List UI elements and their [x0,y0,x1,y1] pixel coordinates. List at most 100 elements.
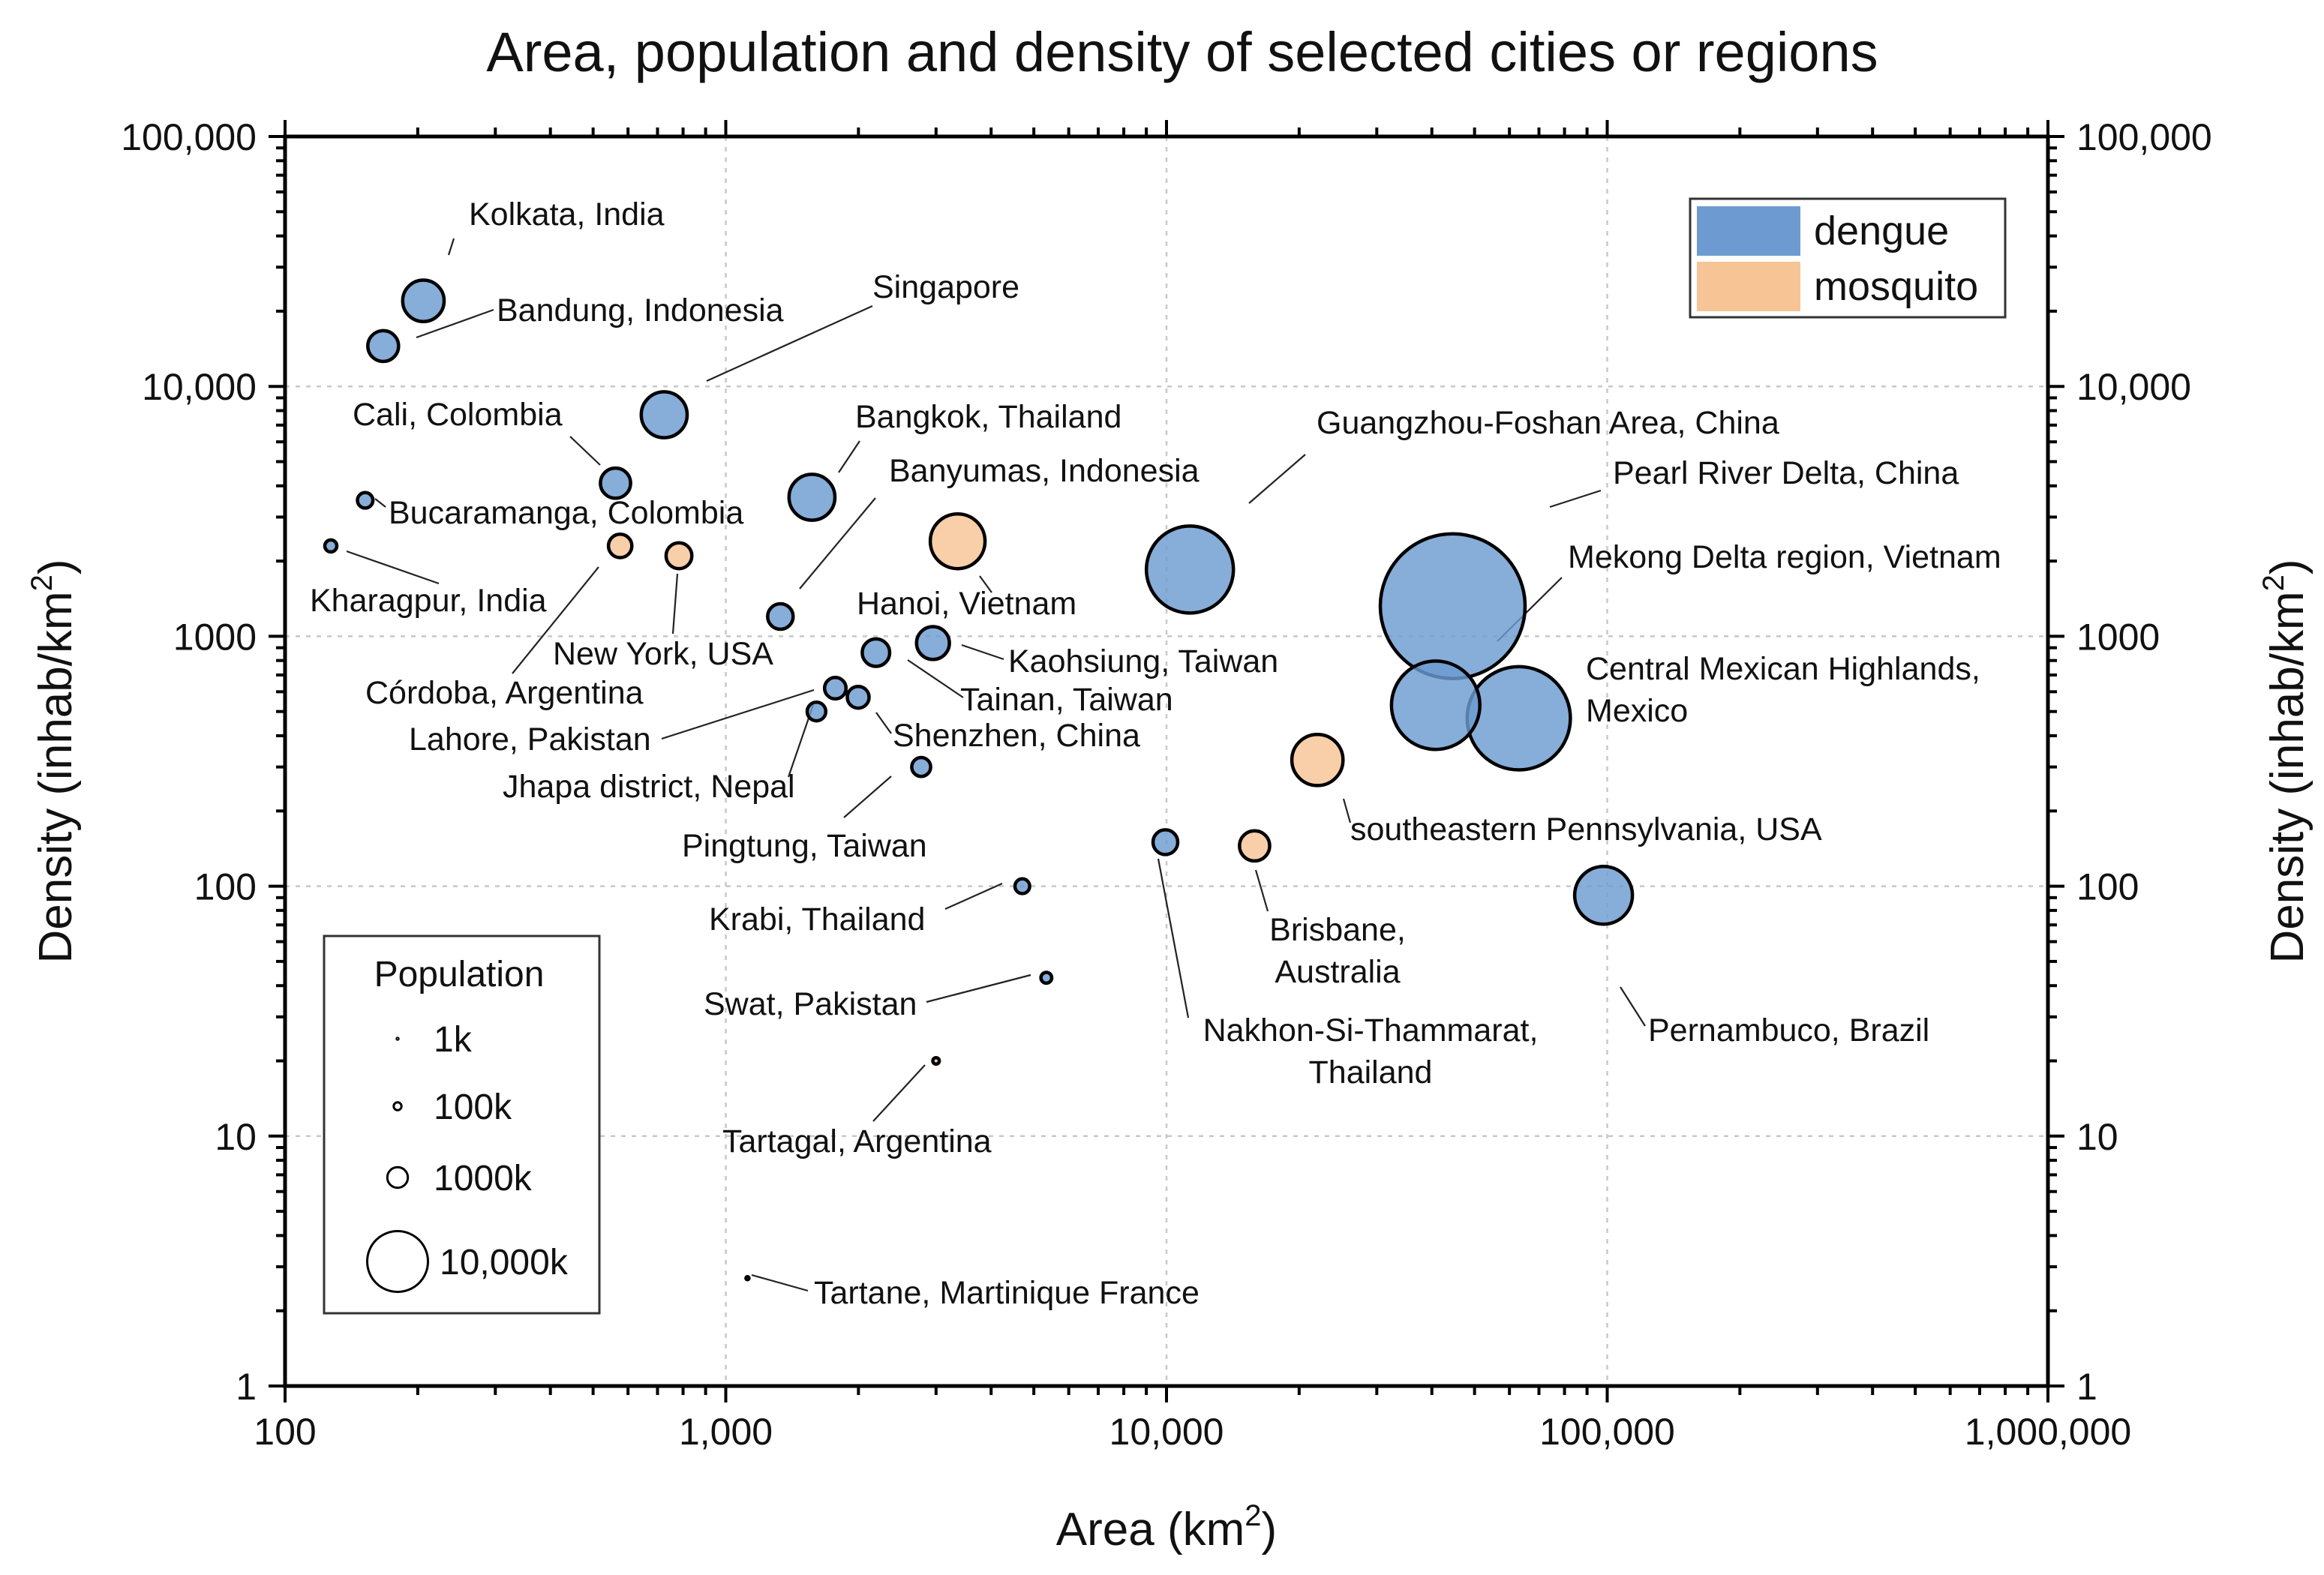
bubble-label: Pearl River Delta, China [1613,455,1959,491]
bubble-label: Shenzhen, China [893,718,1140,754]
grid-layer [285,136,2048,1386]
bubble-dengue [845,684,871,710]
bubble-dengue [787,472,837,522]
size-legend: Population 1k 100k 1000k 10,000k [323,934,601,1315]
chart-title: Area, population and density of selected… [486,21,1878,83]
bubble-dengue [639,390,689,440]
size-legend-label: 100k [434,1088,512,1127]
x-tick-label: 1,000 [679,1411,773,1453]
y-tick-label-left: 1000 [173,616,257,658]
y-tick-label-left: 100 [194,866,257,908]
leader-line [1248,454,1306,504]
bubble-label: Central Mexican Highlands, Mexico [1586,651,1980,729]
size-legend-title: Population [374,955,545,994]
y-tick-label-right: 10,000 [2076,366,2191,408]
y-tick-label-right: 1 [2076,1366,2097,1408]
size-legend-circle [386,1166,410,1190]
x-tick-label: 10,000 [1109,1411,1224,1453]
leader-line [843,776,892,818]
bubble-dengue [1013,877,1031,896]
bubble-label: Kharagpur, India [310,583,547,619]
bubble-mosquito [931,1055,941,1066]
bubble-dengue [366,328,401,364]
bubble-dengue [860,637,892,668]
bubble-dengue [599,466,632,500]
y-tick-label-left: 100,000 [121,116,257,158]
leader-line [979,575,992,593]
bubble-label: Jhapa district, Nepal [503,769,795,805]
leader-line [346,550,440,585]
legend-swatch-dengue [1697,206,1800,256]
bubble-label: Lahore, Pakistan [409,722,651,758]
bubble-mosquito [606,532,634,560]
bubble-label: Córdoba, Argentina [365,675,644,711]
bubble-dengue [822,676,848,701]
bubble-mosquito [664,541,694,571]
bubble-label: Hanoi, Vietnam [857,586,1076,622]
bubble-dengue [914,625,951,662]
bubble-dengue [356,490,375,510]
y-tick-label-right: 1000 [2076,616,2160,658]
leader-line [1620,986,1646,1027]
leader-line [569,436,601,466]
bubble-label: Brisbane, Australia [1269,912,1406,990]
leader-line [926,974,1031,1004]
bubble-mosquito [1238,829,1272,863]
bubble-label: Tartane, Martinique France [814,1275,1200,1311]
bubble-dengue [323,538,339,554]
size-legend-entries: 1k 100k 1000k 10,000k [366,1020,569,1293]
y-tick-label-right: 100 [2076,866,2139,908]
bubble-label: Guangzhou-Foshan Area, China [1317,405,1779,441]
x-axis-title: Area (km2) [1056,1499,1277,1556]
bubble-dengue [401,278,446,323]
bubble-label: Nakhon-Si-Thammarat, Thailand [1203,1012,1539,1090]
bubble-label: Bangkok, Thailand [855,399,1121,435]
size-legend-circle [392,1101,403,1112]
bubble-mosquito [1290,732,1345,788]
bubble-label: Pingtung, Taiwan [682,828,927,864]
leader-line [1549,489,1602,508]
leader-line [661,688,815,740]
bubble-label: Krabi, Thailand [709,902,925,938]
bubble-layer [323,278,1635,1282]
legend-label-mosquito: mosquito [1814,264,1978,309]
bubble-dengue [1151,828,1180,856]
legend-swatch-mosquito [1697,262,1800,311]
bubble-dengue [805,700,828,723]
bubble-dengue [1378,532,1527,680]
bubble-label: New York, USA [553,636,773,672]
leader-line [512,566,599,674]
leader-line [1342,798,1352,824]
leader-line [416,308,494,339]
y-tick-label-left: 1 [236,1366,257,1408]
bubble-dengue [1465,664,1572,772]
leader-line [907,659,964,698]
y-tick-label-left: 10,000 [142,366,257,408]
y-tick-label-right: 10 [2076,1116,2118,1158]
leader-line [1157,858,1190,1018]
x-tick-label: 100,000 [1539,1411,1675,1453]
y-axis-title-right: Density (inhab/km2) [2257,559,2313,963]
leader-line [1254,869,1269,912]
size-legend-circle [395,1036,400,1041]
leader-line [872,1064,926,1122]
leader-line [944,882,1003,910]
bubble-label: Swat, Pakistan [704,986,917,1022]
bubble-label: Cali, Colombia [353,397,563,433]
bubble-label: Singapore [872,269,1019,305]
leader-line [875,712,892,734]
y-axis-title-left: Density (inhab/km2) [26,559,82,963]
bubble-label: Tainan, Taiwan [960,682,1173,718]
bubble-dengue [766,602,795,632]
bubble-dengue [1144,524,1236,615]
size-legend-label: 10,000k [440,1243,569,1282]
bubble-label: Kolkata, India [469,196,665,232]
leader-line [706,304,873,382]
bubble-label: Bucaramanga, Colombia [389,495,743,531]
size-legend-circle [366,1230,429,1293]
bubble-label: southeastern Pennsylvania, USA [1350,812,1822,848]
leader-line [961,644,1004,661]
y-tick-label-right: 100,000 [2076,116,2212,158]
